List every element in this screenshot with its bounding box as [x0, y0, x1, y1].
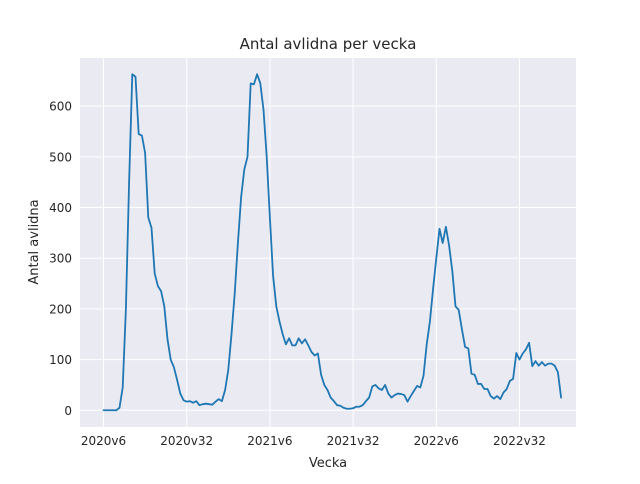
y-tick-label: 400 — [49, 201, 72, 215]
y-tick-label: 500 — [49, 150, 72, 164]
x-tick-label: 2022v6 — [414, 434, 459, 448]
x-tick-label: 2020v6 — [81, 434, 126, 448]
x-axis-title: Vecka — [309, 456, 347, 471]
x-tick-label: 2021v32 — [327, 434, 380, 448]
grid — [80, 58, 576, 427]
tick-labels: 0 100 200 300 400 500 600 2020v6 2020v32 2021v6 20… — [49, 100, 546, 448]
x-tick-label: 2022v32 — [493, 434, 546, 448]
series-layer — [102, 73, 562, 412]
chart-title: Antal avlidna per vecka — [240, 35, 417, 53]
y-tick-label: 0 — [64, 404, 72, 418]
y-tick-label: 100 — [49, 353, 72, 367]
series-line — [102, 73, 562, 412]
x-tick-label: 2020v32 — [160, 434, 213, 448]
y-tick-label: 200 — [49, 302, 72, 316]
x-tick-label: 2021v6 — [247, 434, 292, 448]
y-axis-title: Antal avlidna — [27, 199, 42, 284]
y-tick-label: 300 — [49, 252, 72, 266]
plot-area — [80, 58, 576, 427]
y-tick-label: 600 — [49, 100, 72, 114]
